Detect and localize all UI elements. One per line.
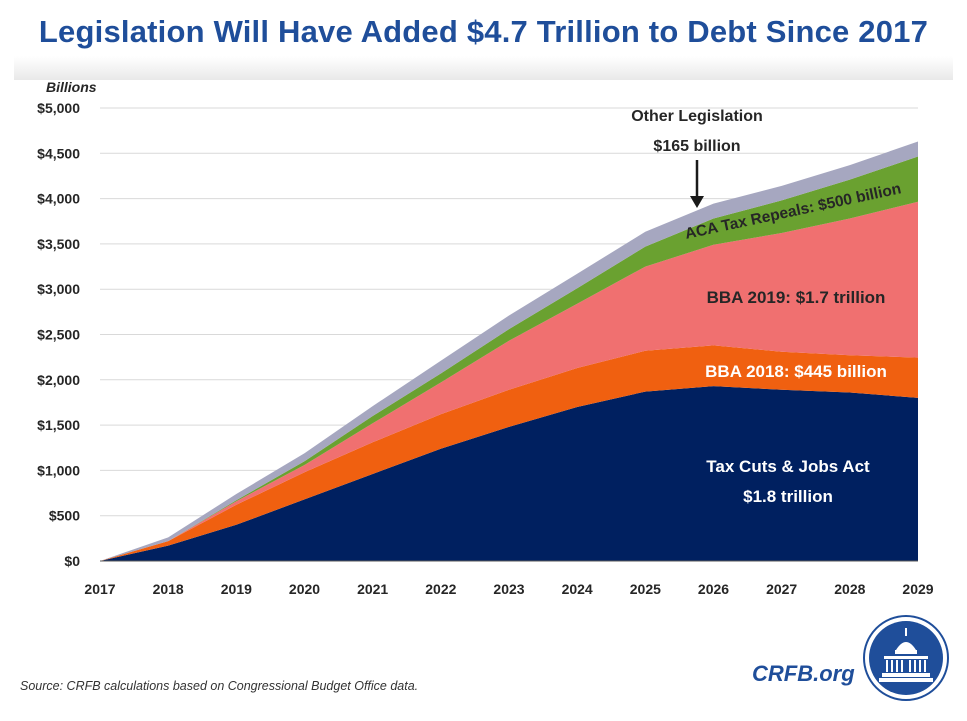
x-tick-label: 2024 [562,581,593,597]
y-tick-label: $5,000 [37,100,80,116]
label-bba-2018-line: BBA 2018: $445 billion [705,362,887,381]
x-tick-label: 2022 [425,581,456,597]
y-tick-label: $3,000 [37,281,80,297]
annotation-arrow-head [690,196,704,208]
area-bba-2019 [100,201,918,562]
x-tick-label: 2017 [84,581,115,597]
y-tick-label: $1,000 [37,462,80,478]
label-tax-cuts-jobs-act: Tax Cuts & Jobs Act $1.8 trillion [706,457,870,506]
label-other-legislation-line: Other Legislation [631,108,763,125]
label-bba-2018: BBA 2018: $445 billion [705,362,887,381]
x-tick-label: 2020 [289,581,320,597]
area-other-legislation [100,141,918,561]
label-tax-cuts-jobs-act-line: $1.8 trillion [743,487,833,506]
x-tick-label: 2021 [357,581,388,597]
y-tick-label: $3,500 [37,236,80,252]
y-tick-label: $500 [49,508,80,524]
area-series [100,141,918,562]
area-aca-tax-repeals [100,156,918,561]
title-band [14,0,953,80]
x-tick-label: 2028 [834,581,865,597]
y-tick-label: $2,500 [37,327,80,343]
x-tick-label: 2018 [153,581,184,597]
axes: $0 $500 $1,000 $1,500 $2,000 $2,500 $3,000 $3,5… [37,79,934,597]
y-tick-label: $2,000 [37,372,80,388]
y-tick-label: $4,500 [37,145,80,161]
label-bba-2019: BBA 2019: $1.7 trillion [707,288,886,307]
chart-title: Legislation Will Have Added $4.7 Trillio… [38,14,929,49]
y-axis-label: Billions [46,79,97,95]
x-tick-label: 2023 [493,581,524,597]
x-tick-label: 2029 [902,581,933,597]
x-tick-label: 2019 [221,581,252,597]
label-other-legislation-line: $165 billion [653,138,740,155]
y-tick-label: $1,500 [37,417,80,433]
x-tick-label: 2025 [630,581,661,597]
area-bba-2018 [100,345,918,561]
x-tick-label: 2026 [698,581,729,597]
label-other-legislation: Other Legislation $165 billion [631,108,763,155]
label-bba-2019-line: BBA 2019: $1.7 trillion [707,288,886,307]
y-tick-label: $4,000 [37,191,80,207]
source-note: Source: CRFB calculations based on Congr… [20,679,419,693]
y-tick-label: $0 [64,553,80,569]
brand-link[interactable]: CRFB.org [752,661,855,686]
area-tax-cuts-jobs-act [100,386,918,561]
capitol-seal-icon [863,615,949,701]
x-tick-label: 2027 [766,581,797,597]
label-tax-cuts-jobs-act-line: Tax Cuts & Jobs Act [706,457,870,476]
